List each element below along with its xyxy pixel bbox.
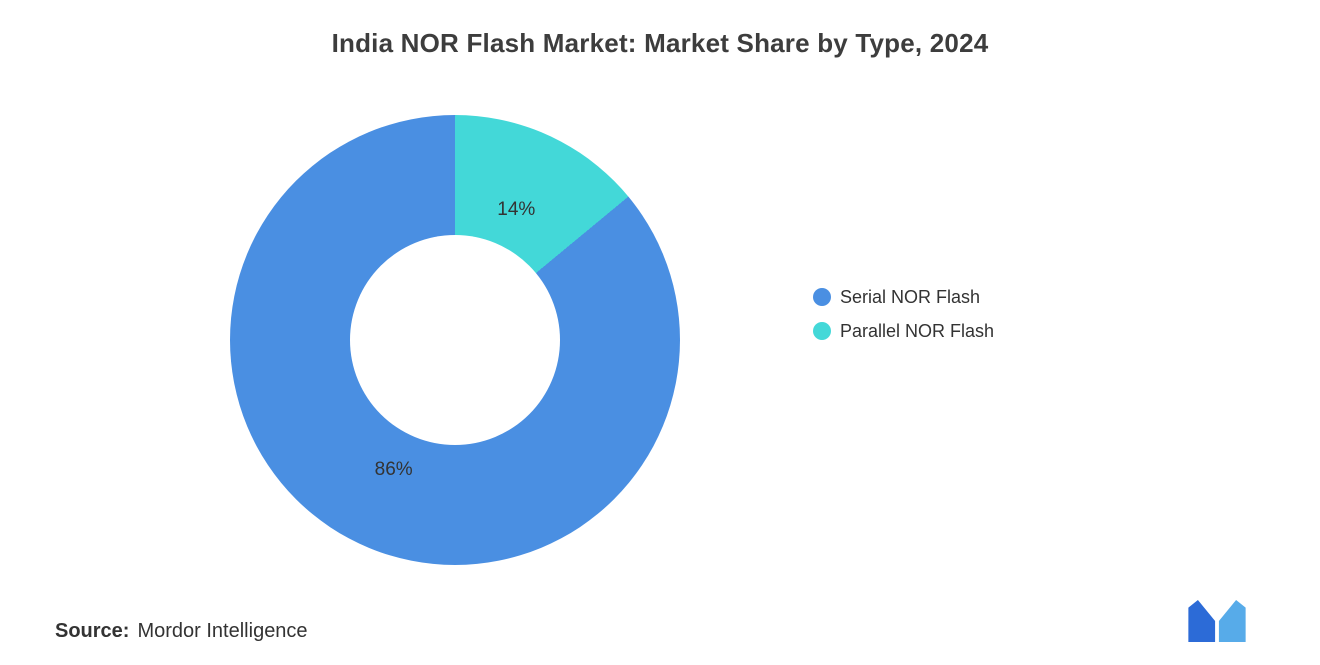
chart-title: India NOR Flash Market: Market Share by … xyxy=(331,28,989,58)
slice-label: 14% xyxy=(497,198,536,220)
legend-label-serial: Serial NOR Flash xyxy=(840,286,981,307)
legend-item-parallel: Parallel NOR Flash xyxy=(813,319,994,343)
legend: Serial NOR Flash Parallel NOR Flash xyxy=(813,285,994,353)
legend-dot-parallel xyxy=(813,322,831,340)
donut-hole xyxy=(350,235,560,445)
slice-label: 86% xyxy=(374,459,413,481)
mordor-intelligence-logo xyxy=(1188,600,1246,642)
legend-item-serial: Serial NOR Flash xyxy=(813,285,994,309)
source-label: Source: xyxy=(55,620,130,642)
donut-chart: 14% 86% xyxy=(230,115,680,565)
source-attribution: Source: Mordor Intelligence xyxy=(55,620,308,643)
source-value: Mordor Intelligence xyxy=(137,620,308,642)
legend-dot-serial xyxy=(813,288,831,306)
legend-label-parallel: Parallel NOR Flash xyxy=(840,320,995,341)
